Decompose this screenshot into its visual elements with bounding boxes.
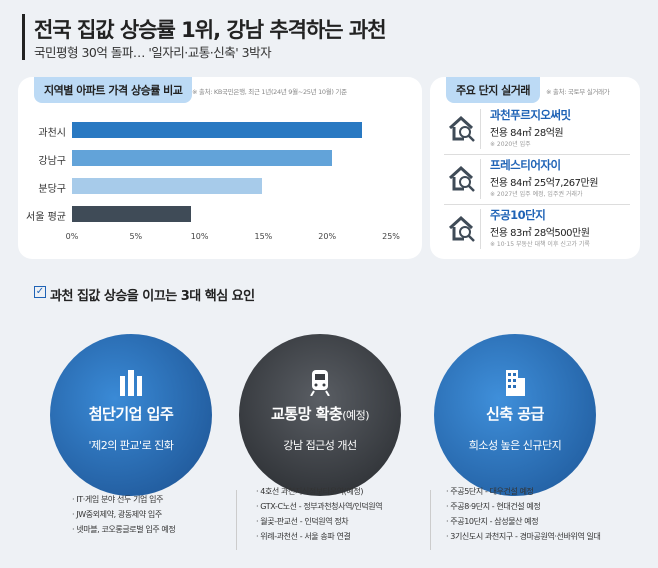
deals-label: 주요 단지 실거래 [446, 77, 540, 103]
factor-subtitle: '제2의 판교'로 진화 [88, 439, 174, 452]
factor-title: 첨단기업 입주 [88, 405, 174, 423]
deal-name: 주공10단지 [490, 208, 546, 222]
deal-price: 전용 84㎡ 28억원 [490, 128, 564, 139]
factor-subtitle: 강남 접근성 개선 [283, 439, 357, 452]
bar-2 [72, 178, 263, 194]
x-tick-label: 5% [129, 232, 143, 241]
category-label: 서울 평균 [26, 212, 66, 223]
checkbox-icon: ✓ [34, 286, 46, 298]
page-title: 전국 집값 상승률 1위, 강남 추격하는 과천 [34, 18, 387, 42]
bar-0 [72, 122, 362, 138]
deals-source: ※ 출처: 국토부 실거래가 [546, 88, 610, 96]
bullet-item: · IT·게임 분야 선두 기업 입주 [72, 495, 164, 504]
bullet-item: · 주공10단지 - 삼성물산 예정 [446, 517, 539, 526]
house-search-icon [448, 115, 476, 143]
bullet-item: · GTX-C노선 - 정부과천청사역/인덕원역 [256, 502, 383, 511]
x-tick-label: 0% [65, 232, 79, 241]
deal-price: 전용 84㎡ 25억7,267만원 [490, 178, 598, 189]
bullet-item: · 월곶-판교선 - 인덕원역 정차 [256, 517, 349, 526]
chart-label: 지역별 아파트 가격 상승률 비교 [34, 77, 193, 103]
category-label: 분당구 [38, 184, 66, 195]
factor-title-suffix: (예정) [342, 409, 370, 422]
bar-1 [72, 150, 333, 166]
bullet-item: · JW중외제약, 광동제약 입주 [72, 510, 162, 519]
page-subtitle: 국민평형 30억 돌파… '일자리·교통·신축' 3박자 [34, 45, 272, 60]
x-tick-label: 15% [254, 232, 273, 241]
bullet-item: · 주공8·9단지 - 현대건설 예정 [446, 502, 541, 511]
factor-title: 교통망 확충 [270, 405, 343, 423]
category-label: 과천시 [38, 128, 66, 139]
deal-note: ※ 2027년 입주 예정, 입주권 거래가 [490, 191, 583, 198]
x-tick-label: 20% [318, 232, 337, 241]
x-tick-label: 10% [190, 232, 209, 241]
bullet-item: · 주공5단지 - 대우건설 예정 [446, 487, 534, 496]
divider [236, 490, 237, 550]
factor-circle: 첨단기업 입주 '제2의 판교'로 진화 [50, 334, 212, 496]
apartment-icon [500, 370, 530, 396]
house-search-icon [448, 165, 476, 193]
buildings-icon [116, 370, 146, 396]
bullet-item: · 3기신도시 과천지구 - 경마공원역·선바위역 일대 [446, 532, 601, 541]
bar-3 [72, 206, 191, 222]
deal-price: 전용 83㎡ 28억500만원 [490, 228, 590, 239]
factor-bullets: · IT·게임 분야 선두 기업 입주 · JW중외제약, 광동제약 입주 · 넷마… [72, 492, 176, 537]
bullet-item: · 넷마블, 코오롱글로벌 입주 예정 [72, 525, 176, 534]
deal-name: 프레스티어자이 [490, 158, 561, 172]
factor-circle: 교통망 확충(예정) 강남 접근성 개선 [239, 334, 401, 496]
category-label: 강남구 [38, 156, 66, 167]
train-icon [305, 370, 335, 397]
deal-note: ※ 10·15 부동산 대책 이후 신고가 기록 [490, 241, 590, 248]
factor-bullets: · 4호선 과천지식정보타운역(예정) · GTX-C노선 - 정부과천청사역/인… [256, 484, 383, 544]
divider [480, 159, 481, 199]
factor-title: 신축 공급 [486, 405, 544, 423]
bullet-item: · 4호선 과천지식정보타운역(예정) [256, 487, 364, 496]
divider [480, 109, 481, 149]
factor-subtitle: 희소성 높은 신규단지 [468, 439, 562, 452]
bullet-item: · 위례-과천선 - 서울 송파 연결 [256, 532, 351, 541]
divider [430, 490, 431, 550]
divider [480, 209, 481, 249]
chart-source: ※ 출처: KB국민은행, 최근 1년(24년 9월~25년 10월) 기준 [192, 88, 347, 96]
title-accent-bar [22, 14, 25, 60]
deal-name: 과천푸르지오써밋 [490, 108, 571, 122]
deal-note: ※ 2020년 입주 [490, 141, 531, 148]
factors-title: 과천 집값 상승을 이끄는 3대 핵심 요인 [50, 289, 255, 304]
house-search-icon [448, 215, 476, 243]
x-tick-label: 25% [382, 232, 400, 241]
chart-panel: 지역별 아파트 가격 상승률 비교 ※ 출처: KB국민은행, 최근 1년(24… [18, 77, 422, 259]
factor-bullets: · 주공5단지 - 대우건설 예정 · 주공8·9단지 - 현대건설 예정 · 주공… [446, 484, 601, 544]
